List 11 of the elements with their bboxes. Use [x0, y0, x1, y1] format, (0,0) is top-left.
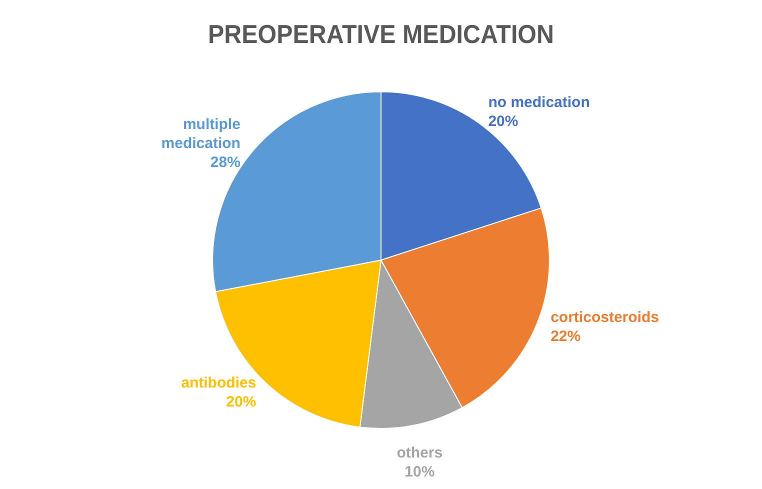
- slice-label: multiple medication: [161, 116, 240, 152]
- chart-title: PREOPERATIVE MEDICATION: [208, 20, 554, 49]
- slice-label: corticosteroids: [550, 308, 659, 326]
- data-label: 22%: [550, 328, 581, 345]
- slice-label: antibodies: [181, 374, 256, 392]
- data-label: 20%: [226, 394, 256, 411]
- data-label: 28%: [210, 154, 240, 171]
- slice-label: others: [396, 444, 443, 462]
- data-label: 10%: [404, 463, 435, 480]
- data-label: 20%: [488, 113, 518, 130]
- slice-label: no medication: [488, 94, 590, 112]
